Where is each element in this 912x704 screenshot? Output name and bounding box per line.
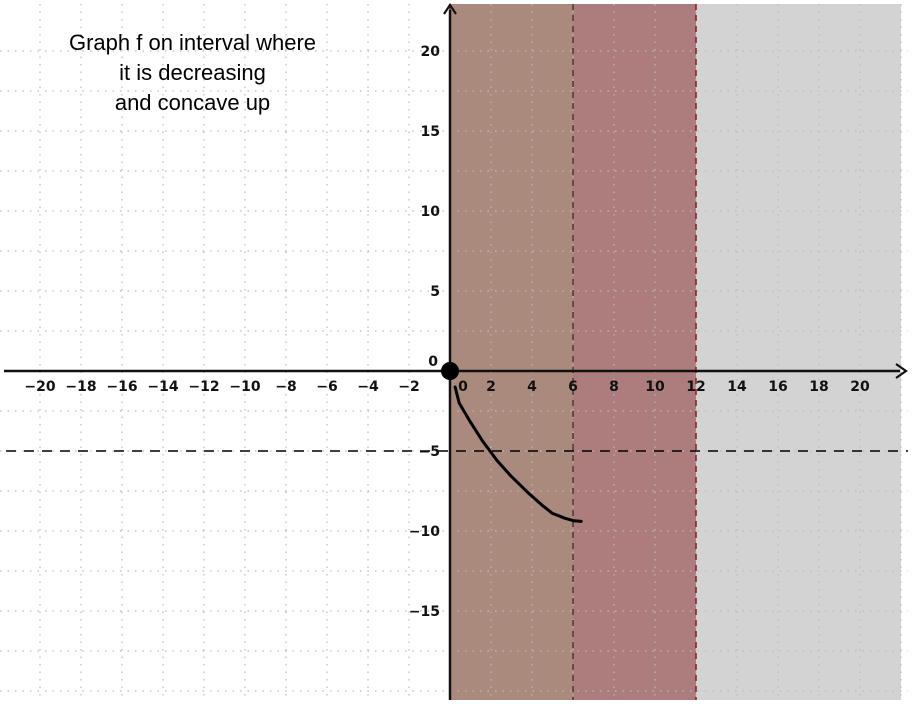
x-tick-label: −10 <box>229 379 260 395</box>
instruction-line-1: Graph f on interval where <box>68 30 317 55</box>
instruction-line-2: it is decreasing <box>119 60 266 85</box>
x-tick-label: 18 <box>809 379 828 395</box>
shaded-region-3 <box>696 4 901 700</box>
x-tick-label: 10 <box>645 379 665 395</box>
instruction-text: Graph f on interval where it is decreasi… <box>40 28 345 118</box>
x-tick-label: −14 <box>147 379 178 395</box>
x-tick-label: 4 <box>527 379 537 395</box>
x-tick-label: −12 <box>188 379 219 395</box>
x-tick-label: 14 <box>727 379 747 395</box>
shaded-region-1 <box>450 4 573 700</box>
points <box>441 362 459 380</box>
y-tick-label: 0 <box>428 354 438 370</box>
x-tick-label: 12 <box>686 379 705 395</box>
instruction-line-3: and concave up <box>114 90 271 115</box>
shaded-region-2 <box>573 4 696 700</box>
shaded-regions <box>450 4 901 700</box>
curves <box>453 385 583 523</box>
y-tick-label: 20 <box>421 44 441 60</box>
x-tick-label: −2 <box>398 379 419 395</box>
x-tick-label: −16 <box>106 379 137 395</box>
x-tick-label: 20 <box>850 379 870 395</box>
y-tick-label: −5 <box>419 444 440 460</box>
x-tick-label: 0 <box>458 379 468 395</box>
x-tick-label: −6 <box>316 379 337 395</box>
x-axis-arrow <box>895 363 908 379</box>
y-axis-arrow <box>443 3 457 15</box>
tick-labels: −20 −18 −16 −14 −12 −10 −8 −6 −4 −2 0 2 4 6 8 10 12 14 16 1… <box>24 44 870 620</box>
x-tick-label: −8 <box>275 379 296 395</box>
x-tick-label: −4 <box>357 379 379 395</box>
x-tick-label: −20 <box>24 379 55 395</box>
x-tick-label: 16 <box>768 379 787 395</box>
x-tick-label: −18 <box>65 379 96 395</box>
y-tick-label: 5 <box>430 284 440 300</box>
curve-1[interactable] <box>453 385 583 523</box>
x-tick-label: 8 <box>609 379 619 395</box>
y-tick-label: −10 <box>409 524 440 540</box>
y-tick-label: 10 <box>421 204 441 220</box>
y-tick-label: 15 <box>421 124 440 140</box>
x-tick-label: 6 <box>568 379 578 395</box>
y-tick-label: −15 <box>409 604 440 620</box>
x-tick-label: 2 <box>486 379 496 395</box>
point-1[interactable] <box>441 362 459 380</box>
